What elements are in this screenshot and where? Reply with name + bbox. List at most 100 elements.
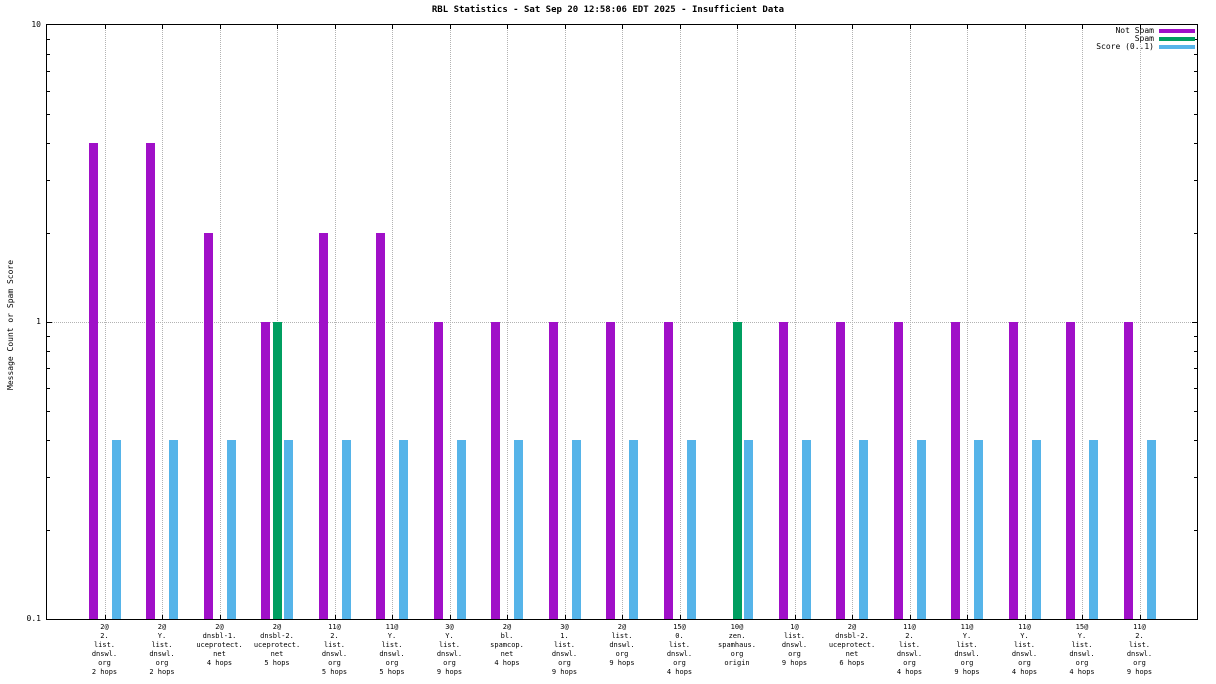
x-tick-mark: [334, 615, 336, 619]
x-tick-mark: [679, 615, 681, 619]
y-tick-mark: [47, 180, 50, 182]
x-tick-mark: [162, 25, 163, 29]
x-tick-mark: [1024, 25, 1026, 29]
y-tick-mark: [1194, 368, 1197, 369]
bar-score-0-1: [456, 440, 466, 619]
plot-area: [46, 24, 1198, 620]
y-tick-mark: [1194, 114, 1197, 116]
bar-spam: [272, 322, 282, 619]
bar-not-spam: [663, 322, 673, 619]
y-tick-mark: [1194, 477, 1197, 479]
y-tick-label: 0.1: [26, 614, 41, 623]
legend-swatch: [1159, 37, 1195, 41]
bar-not-spam: [376, 232, 385, 619]
x-category-label: 11@ 2. list. dnswl. org 5 hops: [321, 623, 348, 676]
chart-title: RBL Statistics - Sat Sep 20 12:58:06 EDT…: [431, 5, 785, 15]
y-tick-label: 10: [31, 20, 41, 29]
bar-score-0-1: [974, 440, 983, 619]
y-tick-mark: [47, 322, 52, 323]
bar-score-0-1: [629, 440, 638, 619]
x-tick-mark: [334, 25, 336, 29]
x-tick-mark: [392, 615, 393, 619]
x-category-label: 1@ list. dnswl. org 9 hops: [781, 623, 808, 667]
bar-not-spam: [146, 143, 155, 619]
y-tick-mark: [1194, 71, 1197, 72]
x-tick-mark: [219, 25, 221, 29]
y-tick-mark: [47, 71, 50, 72]
x-tick-mark: [909, 615, 911, 619]
bar-not-spam: [203, 232, 213, 619]
y-tick-mark: [1194, 90, 1197, 92]
bar-score-0-1: [399, 440, 408, 619]
y-tick-mark: [47, 335, 50, 337]
bar-score-0-1: [859, 440, 868, 619]
x-category-label: 11@ 2. list. dnswl. org 4 hops: [896, 623, 923, 676]
x-category-label: 2@ dnsbl-2. uceprotect. net 5 hops: [253, 623, 301, 667]
bar-score-0-1: [916, 440, 926, 619]
legend-label: Spam: [1134, 34, 1154, 43]
bar-score-0-1: [571, 440, 581, 619]
bar-not-spam: [1008, 322, 1018, 619]
legend-swatch: [1159, 29, 1195, 33]
x-tick-mark: [104, 615, 106, 619]
bar-score-0-1: [686, 440, 696, 619]
y-tick-mark: [1194, 38, 1197, 40]
bar-score-0-1: [341, 440, 351, 619]
x-category-label: 3@ 1. list. dnswl. org 9 hops: [551, 623, 578, 676]
x-tick-mark: [162, 615, 163, 619]
x-category-label: 2@ dnsbl-2. uceprotect. net 6 hops: [828, 623, 876, 667]
bar-not-spam: [778, 322, 788, 619]
bar-score-0-1: [111, 440, 121, 619]
y-tick-mark: [47, 232, 50, 234]
bar-not-spam: [491, 322, 500, 619]
y-tick-mark: [1194, 232, 1197, 234]
bar-not-spam: [88, 143, 98, 619]
x-category-label: 2@ list. dnswl. org 9 hops: [609, 623, 635, 667]
y-tick-mark: [47, 143, 50, 145]
y-tick-mark: [47, 411, 50, 413]
y-tick-mark: [1194, 180, 1197, 182]
x-tick-mark: [1139, 25, 1141, 29]
y-tick-mark: [47, 53, 50, 55]
bar-not-spam: [433, 322, 443, 619]
bar-not-spam: [836, 322, 845, 619]
x-category-label: 11@ 2. list. dnswl. org 9 hops: [1126, 623, 1153, 676]
bar-not-spam: [951, 322, 960, 619]
y-tick-mark: [47, 440, 50, 442]
x-tick-mark: [1024, 615, 1026, 619]
x-category-label: 2@ bl. spamcop. net 4 hops: [490, 623, 524, 667]
y-tick-mark: [47, 90, 50, 92]
x-category-label: 15@ 0. list. dnswl. org 4 hops: [666, 623, 693, 676]
bar-not-spam: [606, 322, 615, 619]
x-tick-mark: [794, 25, 796, 29]
bar-score-0-1: [1089, 440, 1098, 619]
x-tick-mark: [909, 25, 911, 29]
bar-score-0-1: [284, 440, 293, 619]
y-tick-label: 1: [36, 317, 41, 326]
bar-not-spam: [318, 232, 328, 619]
y-tick-mark: [47, 114, 50, 116]
bar-score-0-1: [169, 440, 178, 619]
x-tick-mark: [1082, 615, 1083, 619]
x-tick-mark: [852, 25, 853, 29]
bar-not-spam: [1123, 322, 1133, 619]
y-tick-mark: [1194, 350, 1197, 352]
bar-not-spam: [548, 322, 558, 619]
legend-item: Spam: [1096, 35, 1195, 43]
y-tick-mark: [1192, 322, 1197, 323]
legend-item: Not Spam: [1096, 27, 1195, 35]
y-tick-mark: [1194, 143, 1197, 145]
x-tick-mark: [564, 25, 566, 29]
x-category-label: 15@ Y. list. dnswl. org 4 hops: [1069, 623, 1095, 676]
x-category-label: 10@ zen. spamhaus. org origin: [718, 623, 756, 667]
bar-score-0-1: [226, 440, 236, 619]
bar-score-0-1: [1031, 440, 1041, 619]
x-tick-mark: [507, 615, 508, 619]
x-tick-mark: [392, 25, 393, 29]
x-category-label: 11@ Y. list. dnswl. org 4 hops: [1011, 623, 1038, 676]
x-category-label: 2@ dnsbl-1. uceprotect. net 4 hops: [196, 623, 243, 667]
bar-not-spam: [1066, 322, 1075, 619]
y-tick-mark: [47, 350, 50, 352]
x-tick-mark: [794, 615, 796, 619]
